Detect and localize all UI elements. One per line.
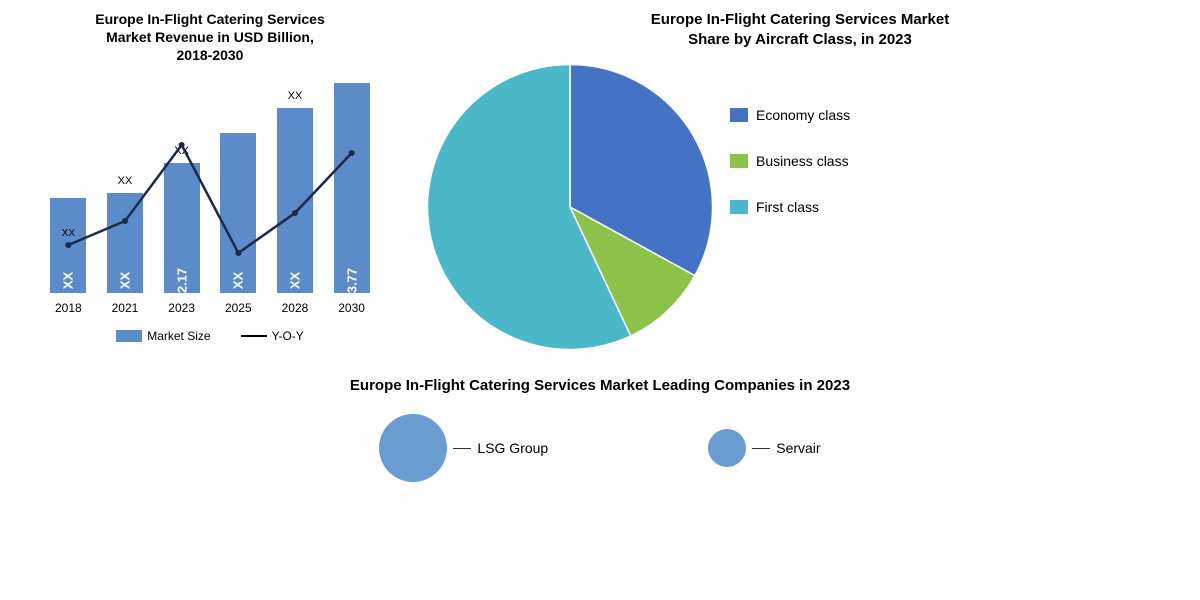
pie-legend-swatch (730, 108, 748, 122)
bar-value-label: XX (61, 271, 76, 288)
bar-x-label: 2021 (112, 301, 139, 315)
bar-x-label: 2023 (168, 301, 195, 315)
bar-group: XXXX2021 (105, 193, 145, 293)
legend-label: Y-O-Y (272, 329, 304, 343)
title-text: Europe In-Flight Catering Services Marke… (651, 11, 949, 28)
bar-value-label: XX (287, 271, 302, 288)
title-text: Market Revenue in USD Billion, (106, 29, 314, 45)
bar-x-label: 2018 (55, 301, 82, 315)
bar-x-label: 2030 (338, 301, 365, 315)
bar-top-label: XX (288, 90, 303, 102)
bar: 3.77 (334, 83, 370, 293)
bar-value-label: 2.17 (174, 267, 189, 292)
pie-chart-title: Europe In-Flight Catering Services Marke… (420, 10, 1180, 49)
legend-swatch-bar (116, 330, 142, 342)
legend-swatch-line (241, 335, 267, 337)
companies-title: Europe In-Flight Catering Services Marke… (20, 377, 1180, 394)
bar-value-label: 3.77 (344, 267, 359, 292)
bar-top-label: XX (174, 145, 189, 157)
bar-x-label: 2025 (225, 301, 252, 315)
pie-legend-swatch (730, 154, 748, 168)
pie-wrap: Economy class Business class First class (420, 57, 1180, 357)
bar-group: 2.17XX2023 (162, 163, 202, 293)
bar: XXXX (107, 193, 143, 293)
company-bubble (379, 414, 447, 482)
title-text: 2018-2030 (177, 47, 244, 63)
pie-legend-label: First class (756, 199, 819, 215)
pie-legend-label: Business class (756, 153, 849, 169)
bar: 2.17XX (164, 163, 200, 293)
bar-chart-legend: Market Size Y-O-Y (20, 329, 400, 343)
pie-legend-label: Economy class (756, 107, 850, 123)
company-label: Servair (776, 440, 820, 456)
leader-line (453, 448, 471, 449)
leader-line (752, 448, 770, 449)
bar-group: 3.772030 (332, 83, 372, 293)
bar-group: XX2025 (218, 133, 258, 293)
pie-legend-item: Economy class (730, 107, 850, 123)
bar: XX (220, 133, 256, 293)
bar-chart-section: Europe In-Flight Catering Services Marke… (20, 10, 400, 357)
bar-mid-label: XX (62, 228, 75, 239)
bar-x-label: 2028 (282, 301, 309, 315)
infographic-root: Europe In-Flight Catering Services Marke… (0, 0, 1200, 492)
top-row: Europe In-Flight Catering Services Marke… (20, 10, 1180, 357)
bars-container: XXXX2018XXXX20212.17XX2023XX2025XXXX2028… (40, 93, 380, 293)
bar: XXXX (277, 108, 313, 293)
bar: XX XX (50, 198, 86, 293)
legend-market-size: Market Size (116, 329, 210, 343)
bar-chart-area: XXXX2018XXXX20212.17XX2023XX2025XXXX2028… (20, 73, 400, 353)
legend-yoy: Y-O-Y (241, 329, 304, 343)
pie-svg (420, 57, 720, 357)
bubbles-row: LSG Group Servair (20, 414, 1180, 482)
bar-top-label: XX (118, 175, 133, 187)
pie-chart-section: Europe In-Flight Catering Services Marke… (420, 10, 1180, 357)
pie-legend-swatch (730, 200, 748, 214)
bar-value-label: XX (231, 271, 246, 288)
company-bubble-item: Servair (708, 429, 820, 467)
company-bubble-item: LSG Group (379, 414, 548, 482)
title-text: Europe In-Flight Catering Services (95, 11, 325, 27)
pie-legend: Economy class Business class First class (730, 57, 850, 215)
company-label: LSG Group (477, 440, 548, 456)
companies-section: Europe In-Flight Catering Services Marke… (20, 377, 1180, 482)
bar-group: XXXX2028 (275, 108, 315, 293)
company-bubble (708, 429, 746, 467)
bar-chart-title: Europe In-Flight Catering Services Marke… (20, 10, 400, 65)
bar-group: XXXX2018 (48, 198, 88, 293)
pie-svg-wrap (420, 57, 720, 357)
title-text: Share by Aircraft Class, in 2023 (688, 31, 912, 48)
bar-value-label: XX (117, 271, 132, 288)
pie-legend-item: Business class (730, 153, 850, 169)
pie-legend-item: First class (730, 199, 850, 215)
legend-label: Market Size (147, 329, 210, 343)
